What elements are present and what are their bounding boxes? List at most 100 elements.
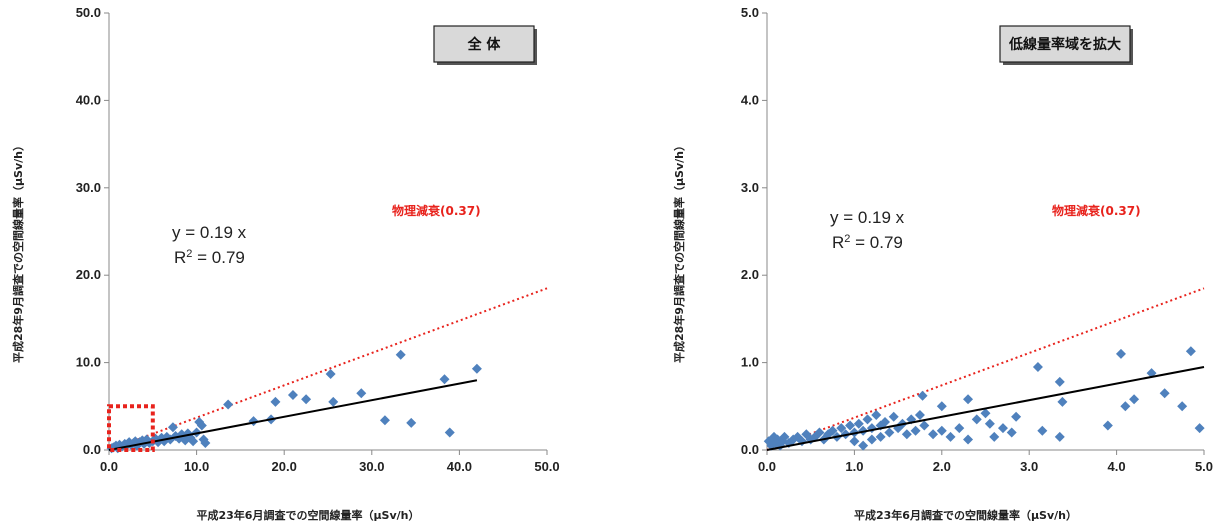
x-tick-label: 4.0 (1108, 459, 1126, 474)
r-squared-superscript: 2 (186, 248, 192, 260)
y-axis-label: 平成28年9月調査での空間線量率（μSv/h） (11, 140, 25, 363)
x-tick-label: 20.0 (272, 459, 297, 474)
data-point (406, 417, 417, 428)
title-box (999, 25, 1131, 63)
r-squared-value: = 0.79 (850, 233, 902, 252)
y-tick-label: 1.0 (741, 355, 759, 370)
data-point (884, 427, 895, 438)
data-point (301, 394, 312, 405)
x-tick-label: 30.0 (359, 459, 384, 474)
x-tick-label: 10.0 (184, 459, 209, 474)
y-tick-label: 20.0 (76, 267, 101, 282)
data-point (196, 420, 207, 431)
x-axis-label: 平成23年6月調査での空間線量率（μSv/h） (197, 508, 420, 522)
data-point (1037, 425, 1048, 436)
data-point (910, 425, 921, 436)
data-point (200, 438, 211, 449)
data-point (287, 389, 298, 400)
title-box (433, 25, 535, 63)
chart-title: 全 体 (467, 36, 502, 53)
data-point (862, 414, 873, 425)
data-point (997, 423, 1008, 434)
data-point (936, 425, 947, 436)
x-tick-label: 0.0 (100, 459, 118, 474)
physical-decay-label: 物理減衰(0.37) (392, 203, 481, 218)
r-squared-value: = 0.79 (192, 248, 244, 267)
data-point (963, 394, 974, 405)
data-point (845, 420, 856, 431)
y-tick-label: 10.0 (76, 355, 101, 370)
physical-decay-label: 物理減衰(0.37) (1052, 203, 1141, 218)
data-point (871, 410, 882, 421)
data-point (395, 349, 406, 360)
data-point (1057, 396, 1068, 407)
y-tick-label: 50.0 (76, 5, 101, 20)
regression-equation: y = 0.19 x (830, 208, 905, 227)
data-point (439, 374, 450, 385)
data-point (1177, 401, 1188, 412)
chart-overall: 0.0 10.0 20.0 30.0 40.0 50.0 0.0 10.0 20.0 30.0 40… (11, 5, 560, 522)
data-point (888, 411, 899, 422)
data-point (928, 429, 939, 440)
data-point (963, 434, 974, 445)
physical-decay-line (766, 287, 1205, 451)
data-point (814, 427, 825, 438)
r-squared-prefix: R (174, 248, 186, 267)
r-squared-label: R2 = 0.79 (832, 233, 903, 252)
r-squared-prefix: R (832, 233, 844, 252)
chart-low-dose-zoom: 0.0 1.0 2.0 3.0 4.0 5.0 0.0 1.0 2.0 3.0 4.0 5.0 平成23… (672, 5, 1213, 522)
x-tick-label: 3.0 (1020, 459, 1038, 474)
regression-equation: y = 0.19 x (172, 223, 247, 242)
data-point (1185, 346, 1196, 357)
data-point (936, 401, 947, 412)
y-tick-label: 30.0 (76, 180, 101, 195)
x-tick-label: 0.0 (758, 459, 776, 474)
data-point (1054, 376, 1065, 387)
data-point (1006, 427, 1017, 438)
data-point (954, 423, 965, 434)
data-point (325, 368, 336, 379)
x-tick-label: 5.0 (1195, 459, 1213, 474)
data-point (471, 363, 482, 374)
data-point (188, 436, 199, 447)
chart-title: 低線量率域を拡大 (1008, 36, 1121, 53)
x-tick-label: 40.0 (447, 459, 472, 474)
y-tick-label: 2.0 (741, 267, 759, 282)
y-tick-label: 4.0 (741, 92, 759, 107)
x-tick-label: 50.0 (534, 459, 559, 474)
data-point (901, 429, 912, 440)
data-point (836, 423, 847, 434)
data-point (1120, 401, 1131, 412)
data-point (1102, 420, 1113, 431)
data-point (379, 415, 390, 426)
data-point (879, 417, 890, 428)
y-tick-label: 40.0 (76, 92, 101, 107)
y-tick-label: 0.0 (83, 442, 101, 457)
r-squared-label: R2 = 0.79 (174, 248, 245, 267)
data-point (167, 422, 178, 433)
regression-line (766, 365, 1205, 451)
data-point (1194, 423, 1205, 434)
data-point (1011, 411, 1022, 422)
data-point (945, 431, 956, 442)
data-point (866, 434, 877, 445)
data-point (328, 396, 339, 407)
r-squared-superscript: 2 (844, 233, 850, 245)
data-point (984, 418, 995, 429)
y-tick-label: 0.0 (741, 442, 759, 457)
x-tick-label: 1.0 (845, 459, 863, 474)
x-axis-label: 平成23年6月調査での空間線量率（μSv/h） (854, 508, 1077, 522)
data-point (827, 425, 838, 436)
y-tick-label: 5.0 (741, 5, 759, 20)
data-point (917, 390, 928, 401)
data-point (444, 427, 455, 438)
data-point (858, 440, 869, 451)
data-point (853, 418, 864, 429)
data-point (989, 431, 1000, 442)
x-tick-label: 2.0 (933, 459, 951, 474)
data-point (779, 431, 790, 442)
data-point (1032, 361, 1043, 372)
data-point (1129, 394, 1140, 405)
y-axis-label: 平成28年9月調査での空間線量率（μSv/h） (672, 140, 686, 363)
